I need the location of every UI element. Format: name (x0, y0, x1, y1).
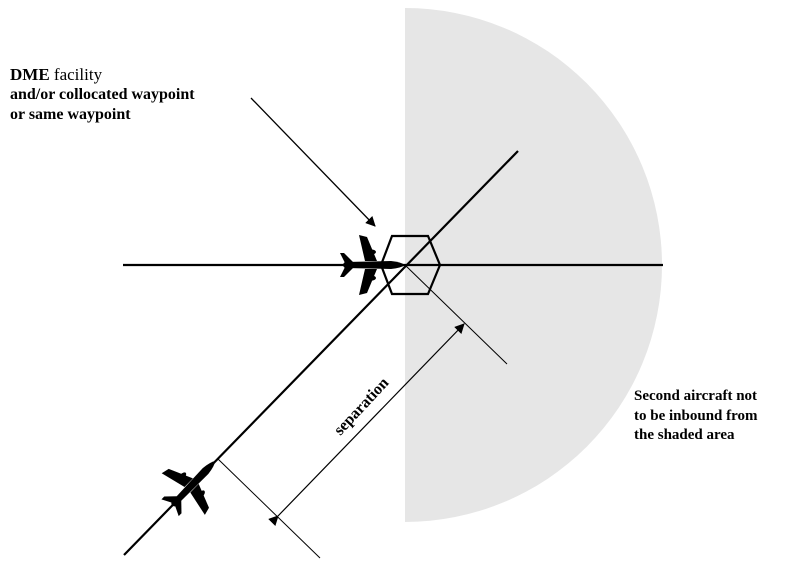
aircraft-first-airplane-icon (340, 235, 405, 295)
facility-dme-text: DME (10, 65, 50, 84)
facility-word-text: facility (50, 65, 102, 84)
facility-line2-text: and/or collocated waypoint (10, 85, 195, 105)
facility-line3-text: or same waypoint (10, 105, 195, 125)
extension-line-aircraft (218, 459, 320, 558)
facility-leader-arrow (251, 98, 375, 226)
shaded-area-note: Second aircraft not to be inbound from t… (634, 387, 758, 446)
facility-label: DME facility and/or collocated waypoint … (10, 64, 195, 125)
shaded-note-line1: Second aircraft not (634, 387, 758, 407)
shaded-note-line2: to be inbound from (634, 407, 758, 427)
shaded-note-line3: the shaded area (634, 426, 758, 446)
